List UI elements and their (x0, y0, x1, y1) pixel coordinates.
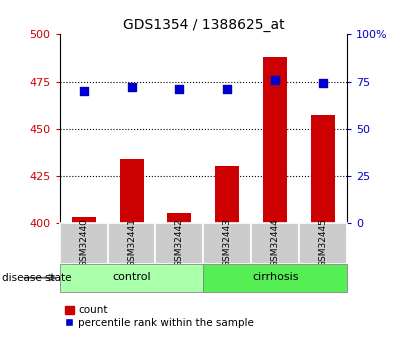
Text: GSM32445: GSM32445 (319, 218, 328, 267)
Bar (311, 115, 335, 223)
Point (320, 81, 327, 86)
Title: GDS1354 / 1388625_at: GDS1354 / 1388625_at (122, 18, 284, 32)
Text: GSM32444: GSM32444 (271, 218, 280, 267)
Bar (60, 264, 203, 292)
Point (128, 85, 135, 90)
Bar (168, 213, 192, 223)
Text: control: control (112, 272, 151, 282)
Point (272, 77, 279, 82)
Text: GSM32441: GSM32441 (127, 218, 136, 267)
Text: cirrhosis: cirrhosis (252, 272, 299, 282)
Bar (108, 223, 155, 264)
Bar (215, 166, 239, 223)
Text: GSM32443: GSM32443 (223, 218, 232, 267)
Bar (252, 223, 299, 264)
Bar (60, 223, 108, 264)
Legend: count, percentile rank within the sample: count, percentile rank within the sample (65, 305, 254, 328)
Bar (203, 223, 252, 264)
Bar (72, 217, 95, 223)
Bar (203, 264, 347, 292)
Bar (120, 159, 143, 223)
Text: GSM32440: GSM32440 (79, 218, 88, 267)
Bar (263, 57, 287, 223)
Text: GSM32442: GSM32442 (175, 218, 184, 267)
Point (80, 88, 87, 93)
Bar (299, 223, 347, 264)
Point (224, 86, 231, 92)
Bar (155, 223, 203, 264)
Text: disease state: disease state (2, 274, 72, 283)
Point (176, 86, 183, 92)
